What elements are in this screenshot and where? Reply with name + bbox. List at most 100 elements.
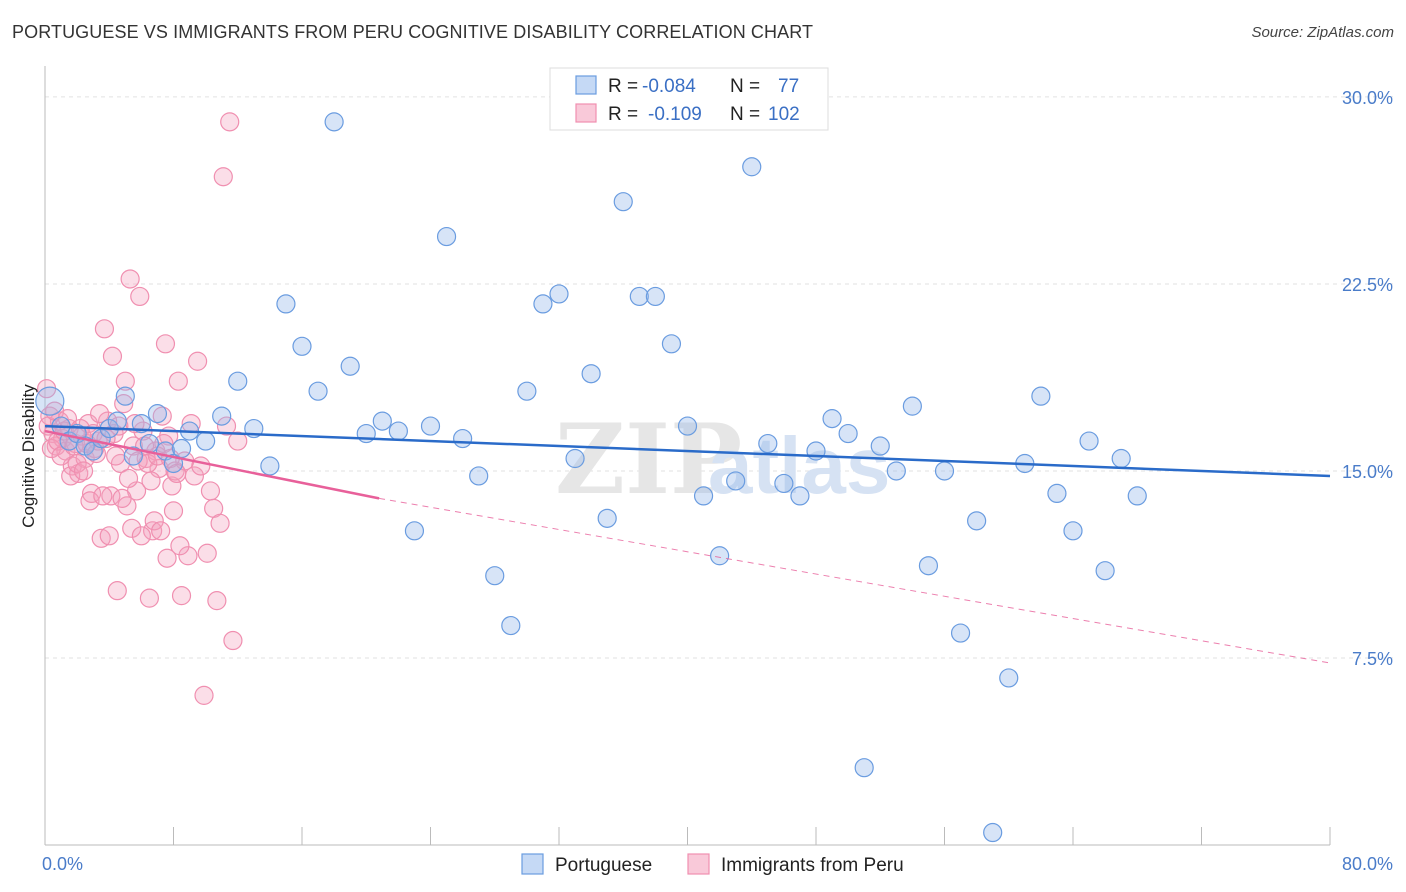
peru-point-76 [90,404,110,424]
portuguese-point-70 [1031,386,1051,406]
y-tick-label-0: 7.5% [1352,649,1393,669]
peru-point-89 [131,526,151,546]
peru-point-85 [118,468,139,489]
peru-point-17 [91,528,111,548]
portuguese-point-19 [212,406,232,426]
portuguese-point-30 [388,421,408,441]
bottom-legend-portuguese: Portuguese [555,855,652,876]
peru-point-55 [213,167,233,187]
peru-point-51 [200,481,221,501]
portuguese-point-22 [260,456,280,476]
portuguese-point-58 [838,423,858,444]
peru-trend-line-extension [379,497,1331,664]
peru-point-18 [94,319,115,339]
peru-point-71 [73,461,94,481]
portuguese-point-55 [790,486,810,506]
peru-point-67 [61,466,81,486]
peru-point-37 [155,334,176,354]
portuguese-point-25 [308,381,328,401]
peru-point-44 [178,546,198,566]
trend-lines [44,424,1331,664]
peru-point-42 [171,586,192,606]
portuguese-point-76 [1127,486,1147,506]
peru-point-33 [143,521,163,541]
portuguese-point-71 [1047,483,1067,504]
peru-points [37,112,248,705]
portuguese-point-67 [983,822,1003,843]
portuguese-point-34 [453,428,473,449]
portuguese-point-24 [292,336,312,356]
peru-point-26 [120,269,140,289]
legend-n-label-2: N = [730,104,760,125]
peru-point-29 [130,286,150,307]
portuguese-point-33 [436,226,457,247]
portuguese-point-38 [517,381,537,401]
watermark: ZIP atlas [555,403,890,516]
portuguese-point-44 [613,192,633,212]
peru-point-58 [223,630,243,651]
portuguese-point-26 [324,112,344,132]
peru-point-32 [139,588,160,608]
watermark-zip: ZIP [555,403,742,516]
portuguese-point-37 [501,615,521,636]
portuguese-point-59 [854,758,874,778]
portuguese-point-16 [171,438,192,459]
peru-point-83 [112,488,132,508]
bottom-legend-swatch-peru [687,853,710,875]
portuguese-point-29 [372,411,392,431]
portuguese-point-68 [999,668,1019,688]
x-tick-label-0: 0.0% [42,854,83,874]
bottom-legend-peru: Immigrants from Peru [721,855,904,876]
portuguese-point-62 [902,396,922,416]
portuguese-point-47 [661,334,682,354]
portuguese-point-39 [533,294,553,314]
legend-r-label-2: R = [608,104,638,125]
portuguese-point-10 [123,446,143,466]
y-tick-labels: 7.5% 15.0% 22.5% 30.0% [1342,88,1393,669]
legend-r-value-1: -0.084 [642,76,696,97]
peru-point-22 [107,581,127,601]
peru-point-50 [197,543,217,563]
y-tick-label-3: 30.0% [1342,88,1393,108]
portuguese-point-9 [115,386,135,406]
portuguese-point-72 [1063,521,1083,541]
peru-point-73 [80,491,100,511]
peru-trend-line [44,429,380,500]
peru-point-61 [41,438,62,459]
peru-point-101 [170,536,190,556]
y-tick-label-1: 15.0% [1342,462,1393,482]
portuguese-point-41 [565,448,585,469]
portuguese-point-18 [196,431,216,451]
portuguese-point-49 [693,486,714,506]
portuguese-point-63 [918,556,939,576]
legend-n-label-1: N = [730,76,760,97]
portuguese-point-23 [276,294,296,314]
portuguese-point-36 [485,566,505,586]
portuguese-point-64 [934,461,955,481]
peru-point-95 [151,521,171,541]
peru-point-84 [115,371,135,391]
peru-point-77 [93,486,113,506]
legend-swatch-portuguese [575,75,597,95]
portuguese-point-0 [35,386,65,416]
chart-title: PORTUGUESE VS IMMIGRANTS FROM PERU COGNI… [12,22,814,42]
peru-point-86 [122,518,142,538]
portuguese-point-75 [1111,448,1131,469]
legend-swatch-peru [575,103,597,123]
portuguese-point-46 [645,286,665,307]
portuguese-trend-line [44,424,1331,478]
portuguese-point-61 [886,461,906,481]
portuguese-point-60 [870,436,890,456]
y-axis-label: Cognitive Disability [19,384,38,528]
bottom-legend: Portuguese Immigrants from Peru [521,853,904,876]
peru-point-64 [51,446,71,466]
peru-point-93 [144,511,164,531]
portuguese-point-31 [404,521,425,541]
legend-box: R = -0.084 N = 77 R = -0.109 N = 102 [549,67,829,131]
y-tick-label-2: 22.5% [1342,275,1393,295]
peru-point-20 [101,486,121,506]
peru-point-49 [194,685,214,705]
peru-point-59 [228,431,248,451]
legend-r-label-1: R = [608,76,638,97]
